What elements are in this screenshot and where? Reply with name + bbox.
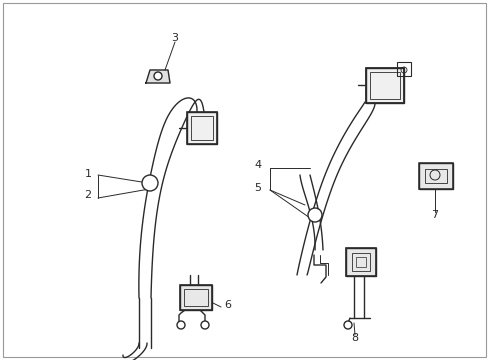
Bar (418, 163, 452, 189)
Bar (369, 72, 399, 99)
Text: 3: 3 (171, 33, 178, 43)
Bar (351, 253, 369, 271)
Bar (186, 112, 217, 144)
Bar (418, 163, 452, 189)
Circle shape (343, 321, 351, 329)
Bar (424, 169, 446, 183)
Bar (191, 116, 213, 140)
Text: 8: 8 (351, 333, 358, 343)
Bar (355, 257, 365, 267)
Text: 4: 4 (254, 160, 261, 170)
Bar (346, 248, 375, 276)
Bar (180, 285, 212, 310)
Bar (365, 68, 403, 103)
Circle shape (154, 72, 162, 80)
Bar (346, 248, 375, 276)
Bar (186, 112, 217, 144)
Text: 6: 6 (224, 300, 231, 310)
Text: 2: 2 (84, 190, 91, 200)
Text: 5: 5 (254, 183, 261, 193)
Text: 7: 7 (430, 210, 438, 220)
Circle shape (429, 170, 439, 180)
Bar (396, 62, 410, 76)
Bar (180, 285, 212, 310)
Circle shape (201, 321, 208, 329)
Circle shape (142, 175, 158, 191)
Circle shape (177, 321, 184, 329)
Bar (365, 68, 403, 103)
Circle shape (307, 208, 321, 222)
Polygon shape (146, 70, 170, 83)
Bar (183, 289, 207, 306)
Text: 1: 1 (84, 169, 91, 179)
